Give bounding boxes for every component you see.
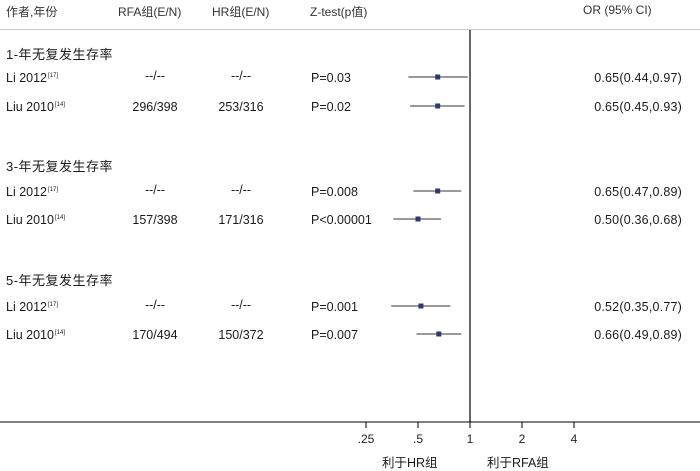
point-estimate (435, 188, 441, 194)
x-tick-label: .5 (412, 432, 424, 446)
p-value: P=0.007 (311, 328, 358, 342)
x-tick-label: .25 (357, 432, 375, 446)
p-value: P=0.008 (311, 185, 358, 199)
study-label: Li 2012[17] (6, 185, 59, 199)
hr-count: --/-- (230, 298, 252, 312)
hr-count: 150/372 (218, 328, 264, 342)
point-estimate (435, 103, 441, 109)
section-title-5yr: 5-年无复发生存率 (6, 273, 114, 288)
p-value: P<0.00001 (311, 213, 372, 227)
x-tick-label: 1 (466, 432, 474, 446)
x-tick-label: 4 (570, 432, 578, 446)
rfa-count: 157/398 (132, 213, 178, 227)
point-estimate (418, 303, 424, 309)
header-divider (0, 29, 700, 30)
study-label: Li 2012[17] (6, 300, 59, 314)
hr-count: 171/316 (218, 213, 264, 227)
favours-rfa-label: 利于RFA组 (487, 456, 549, 470)
header-rfa: RFA组(E/N) (118, 5, 182, 19)
rfa-count: --/-- (144, 298, 166, 312)
header-hr: HR组(E/N) (212, 5, 270, 19)
or-value: 0.52(0.35,0.77) (594, 300, 682, 314)
or-value: 0.66(0.49,0.89) (594, 328, 682, 342)
section-title-1yr: 1-年无复发生存率 (6, 47, 114, 62)
point-estimate (435, 74, 441, 80)
p-value: P=0.03 (311, 71, 351, 85)
or-value: 0.65(0.44,0.97) (594, 71, 682, 85)
study-label: Liu 2010[14] (6, 213, 65, 227)
rfa-count: 296/398 (132, 100, 178, 114)
hr-count: --/-- (230, 69, 252, 83)
point-estimate (415, 216, 421, 222)
hr-count: 253/316 (218, 100, 264, 114)
point-estimate (436, 331, 442, 337)
or-value: 0.50(0.36,0.68) (594, 213, 682, 227)
p-value: P=0.001 (311, 300, 358, 314)
study-label: Liu 2010[14] (6, 328, 65, 342)
or-value: 0.65(0.47,0.89) (594, 185, 682, 199)
rfa-count: --/-- (144, 183, 166, 197)
p-value: P=0.02 (311, 100, 351, 114)
study-label: Liu 2010[14] (6, 100, 65, 114)
header-or: OR (95% CI) (583, 3, 652, 17)
header-author-year: 作者,年份 (6, 5, 58, 19)
section-title-3yr: 3-年无复发生存率 (6, 159, 114, 174)
or-value: 0.65(0.45,0.93) (594, 100, 682, 114)
rfa-count: --/-- (144, 69, 166, 83)
favours-hr-label: 利于HR组 (382, 456, 438, 470)
x-tick-label: 2 (518, 432, 526, 446)
hr-count: --/-- (230, 183, 252, 197)
study-label: Li 2012[17] (6, 71, 59, 85)
rfa-count: 170/494 (132, 328, 178, 342)
header-ztest: Z-test(p值) (310, 5, 368, 19)
